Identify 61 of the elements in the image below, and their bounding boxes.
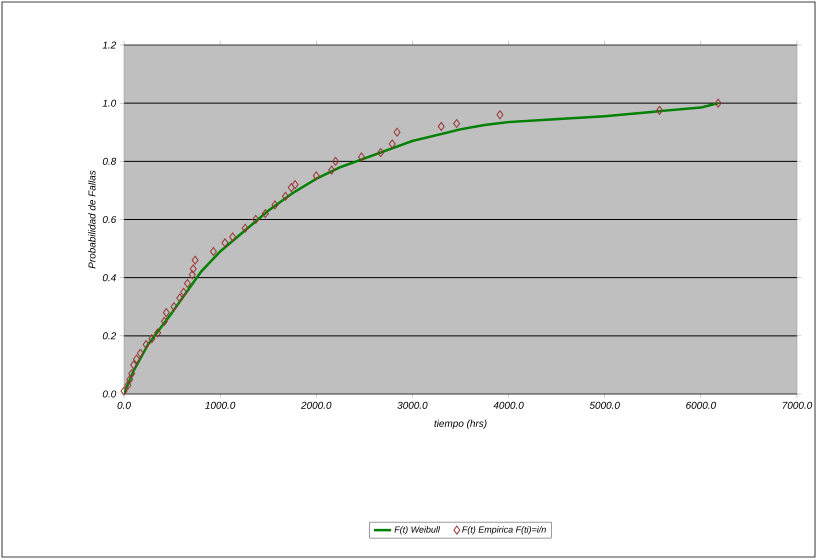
- point: [170, 302, 178, 312]
- y-tick-label: 0.8: [102, 158, 116, 165]
- point: [126, 374, 134, 384]
- point: [438, 122, 445, 131]
- point: [176, 294, 184, 303]
- point: [136, 348, 144, 358]
- point: [130, 360, 138, 370]
- y-tick-label: 0.2: [102, 332, 116, 340]
- legend-label: F(t) Empirica F(ti)=i/n: [462, 526, 546, 534]
- y-tick-label: 0.4: [102, 274, 116, 282]
- point: [190, 264, 197, 274]
- x-tick-label: 7000.0: [782, 402, 812, 409]
- line-series: [124, 102, 720, 394]
- y-tick-label: 0.6: [102, 216, 116, 224]
- x-tick-label: 0.0: [118, 402, 131, 409]
- x-axis-title: tiempo (hrs): [434, 420, 486, 429]
- point: [160, 316, 168, 326]
- point: [262, 209, 269, 218]
- point: [221, 238, 228, 248]
- point: [312, 171, 320, 180]
- point: [377, 148, 384, 158]
- point: [656, 106, 664, 115]
- legend-label: F(t) Weibull: [394, 526, 440, 534]
- point: [148, 334, 156, 344]
- x-tick-label: 3000.0: [397, 402, 428, 409]
- point: [496, 110, 504, 120]
- point: [328, 166, 336, 175]
- x-tick-label: 4000.0: [493, 402, 524, 409]
- point: [388, 139, 396, 148]
- y-tick-label: 1.0: [102, 100, 116, 107]
- point: [162, 308, 170, 318]
- x-tick-label: 5000.0: [590, 402, 620, 409]
- y-axis-title: Probabilidad de Fallas: [88, 170, 96, 268]
- point: [124, 380, 132, 390]
- point: [453, 119, 460, 128]
- point: [288, 183, 295, 192]
- point: [714, 98, 722, 108]
- point: [394, 128, 401, 137]
- point: [133, 354, 140, 364]
- point: [271, 200, 278, 210]
- point: [120, 386, 128, 396]
- point: [142, 340, 150, 350]
- x-tick-label: 2000.0: [300, 402, 332, 409]
- point: [184, 278, 191, 288]
- point: [154, 328, 162, 338]
- point: [229, 232, 236, 242]
- point: [180, 288, 188, 297]
- point: [252, 215, 260, 224]
- point: [282, 192, 290, 201]
- point: [210, 247, 217, 256]
- point: [128, 369, 136, 378]
- point: [292, 180, 299, 190]
- point: [188, 270, 196, 280]
- x-tick-label: 6000.0: [686, 402, 716, 409]
- y-tick-label: 0.0: [102, 390, 116, 398]
- x-tick-label: 1000.0: [205, 402, 236, 409]
- point: [242, 224, 249, 233]
- point: [358, 152, 365, 162]
- y-tick-label: 1.2: [102, 42, 116, 48]
- point: [192, 256, 199, 265]
- point: [332, 156, 340, 166]
